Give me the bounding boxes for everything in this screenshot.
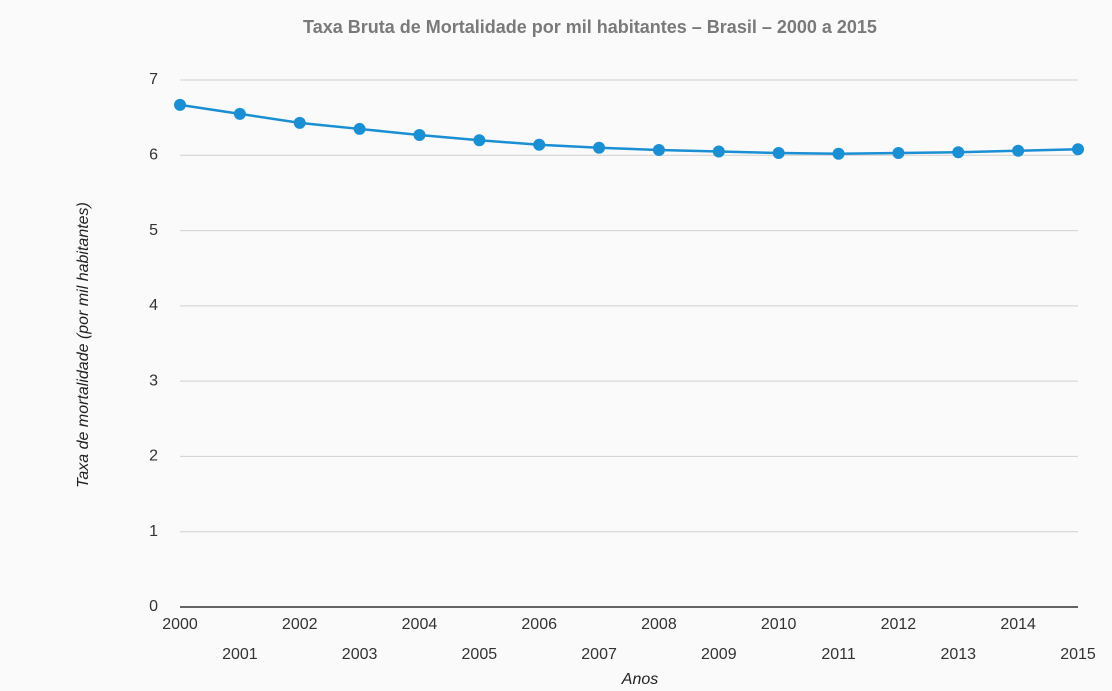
y-axis-title: Taxa de mortalidade (por mil habitantes) <box>75 202 92 488</box>
point <box>832 147 845 160</box>
point <box>712 145 725 158</box>
point <box>1012 144 1025 157</box>
y-tick-label: 0 <box>149 598 158 615</box>
point <box>952 146 965 159</box>
point <box>892 147 905 160</box>
x-tick-label: 2013 <box>940 646 976 663</box>
chart-title: Taxa Bruta de Mortalidade por mil habita… <box>303 17 877 37</box>
y-tick-label: 3 <box>149 372 158 389</box>
x-axis-title: Anos <box>621 671 658 688</box>
x-tick-label: 2011 <box>821 646 856 663</box>
point <box>593 141 606 154</box>
x-tick-label: 2012 <box>881 616 917 633</box>
y-tick-label: 4 <box>149 297 158 314</box>
y-tick-label: 1 <box>149 523 158 540</box>
point <box>473 134 486 147</box>
point <box>1072 143 1084 156</box>
point <box>233 107 246 120</box>
y-tick-label: 7 <box>149 71 158 88</box>
point <box>772 147 785 160</box>
x-tick-label: 2009 <box>701 646 737 663</box>
y-tick-label: 5 <box>149 222 158 239</box>
point <box>353 122 366 135</box>
x-tick-label: 2000 <box>162 616 198 633</box>
point <box>533 138 546 151</box>
x-tick-label: 2001 <box>222 646 258 663</box>
point <box>293 116 306 129</box>
point <box>174 98 186 111</box>
x-tick-label: 2003 <box>342 646 378 663</box>
x-tick-label: 2008 <box>641 616 677 633</box>
line <box>179 103 1079 156</box>
x-tick-label: 2007 <box>581 646 617 663</box>
x-tick-label: 2002 <box>282 616 318 633</box>
x-tick-label: 2015 <box>1060 646 1096 663</box>
point <box>413 128 426 141</box>
y-tick-label: 6 <box>149 147 158 164</box>
x-tick-label: 2005 <box>462 646 498 663</box>
point <box>652 144 665 157</box>
x-tick-label: 2014 <box>1000 616 1036 633</box>
y-tick-label: 2 <box>149 448 158 465</box>
x-tick-label: 2006 <box>521 616 557 633</box>
x-tick-label: 2010 <box>761 616 797 633</box>
x-tick-label: 2004 <box>402 616 438 633</box>
